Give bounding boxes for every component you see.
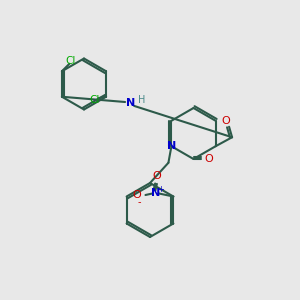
Text: O: O: [152, 171, 161, 182]
Text: O: O: [221, 116, 230, 126]
Text: O: O: [204, 154, 213, 164]
Text: -: -: [138, 196, 141, 207]
Text: Cl: Cl: [89, 95, 100, 105]
Text: O: O: [132, 190, 141, 200]
Text: +: +: [157, 184, 164, 194]
Text: Cl: Cl: [66, 56, 76, 66]
Text: N: N: [151, 188, 160, 199]
Text: N: N: [167, 141, 176, 151]
Text: H: H: [138, 95, 146, 105]
Text: N: N: [126, 98, 135, 109]
